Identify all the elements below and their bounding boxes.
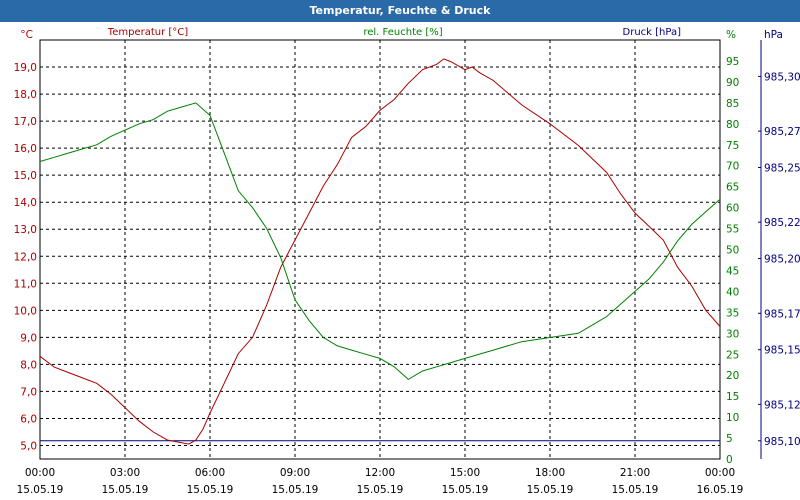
pressure-tick: 985,20 <box>764 254 800 266</box>
x-tick-date: 15.05.19 <box>187 484 234 496</box>
pressure-tick: 985,22 <box>764 217 800 229</box>
temperature-tick: 11,0 <box>14 278 37 290</box>
humidity-tick: 25 <box>726 349 739 361</box>
pressure-tick: 985,27 <box>764 126 800 138</box>
temperature-tick: 14,0 <box>14 197 37 209</box>
humidity-tick: 85 <box>726 98 739 110</box>
humidity-axis-title: rel. Feuchte [%] <box>363 27 442 38</box>
x-tick-date: 16.05.19 <box>697 484 744 496</box>
x-tick-date: 15.05.19 <box>612 484 659 496</box>
chart: 00:00 15.05.19 03:00 15.05.19 06:00 15.05.19 0… <box>14 27 800 496</box>
x-tick-date: 15.05.19 <box>17 484 64 496</box>
temperature-tick: 8,0 <box>20 359 37 371</box>
pressure-tick: 985,30 <box>764 71 800 83</box>
x-tick-date: 15.05.19 <box>527 484 574 496</box>
humidity-tick: 50 <box>726 245 739 257</box>
temperature-tick: 13,0 <box>14 224 37 236</box>
series-line-humidity <box>39 102 721 381</box>
series-group <box>39 58 721 445</box>
humidity-tick: 75 <box>726 140 739 152</box>
x-tick-time: 21:00 <box>620 467 650 479</box>
humidity-tick: 65 <box>726 182 739 194</box>
humidity-tick: 20 <box>726 370 739 382</box>
x-tick-time: 00:00 <box>25 467 55 479</box>
series-line-temperature <box>39 58 721 445</box>
window-title: Temperatur, Feuchte & Druck <box>0 0 800 22</box>
humidity-tick: 45 <box>726 265 739 277</box>
humidity-tick: 35 <box>726 307 739 319</box>
pressure-tick: 985,25 <box>764 163 800 175</box>
pressure-axis-title: Druck [hPa] <box>623 27 682 38</box>
x-tick-time: 03:00 <box>110 467 140 479</box>
x-tick-date: 15.05.19 <box>102 484 149 496</box>
x-tick-time: 15:00 <box>450 467 480 479</box>
humidity-tick: 30 <box>726 328 739 340</box>
temperature-tick: 9,0 <box>20 332 37 344</box>
temperature-tick: 19,0 <box>14 62 37 74</box>
temperature-unit: °C <box>20 29 33 41</box>
humidity-tick: 60 <box>726 203 739 215</box>
x-tick-time: 09:00 <box>280 467 310 479</box>
humidity-tick: 55 <box>726 224 739 236</box>
x-tick-time: 18:00 <box>535 467 565 479</box>
temperature-tick: 6,0 <box>20 413 37 425</box>
axes-group: 00:00 15.05.19 03:00 15.05.19 06:00 15.05.19 0… <box>14 27 800 496</box>
humidity-tick: 15 <box>726 391 739 403</box>
temperature-tick: 7,0 <box>20 386 37 398</box>
grid <box>40 40 720 459</box>
temperature-tick: 10,0 <box>14 305 37 317</box>
humidity-tick: 10 <box>726 412 739 424</box>
humidity-tick: 90 <box>726 77 739 89</box>
pressure-tick: 985,17 <box>764 308 800 320</box>
pressure-tick: 985,10 <box>764 436 800 448</box>
plot-area-group <box>39 39 721 460</box>
temperature-tick: 12,0 <box>14 251 37 263</box>
x-tick-date: 15.05.19 <box>442 484 489 496</box>
temperature-tick: 16,0 <box>14 143 37 155</box>
humidity-tick: 5 <box>726 433 733 445</box>
x-tick-date: 15.05.19 <box>272 484 319 496</box>
humidity-tick: 40 <box>726 286 739 298</box>
pressure-tick: 985,15 <box>764 345 800 357</box>
x-tick-time: 12:00 <box>365 467 395 479</box>
x-tick-time: 06:00 <box>195 467 225 479</box>
pressure-tick: 985,12 <box>764 399 800 411</box>
pressure-unit: hPa <box>764 29 783 41</box>
humidity-tick: 80 <box>726 119 739 131</box>
humidity-tick: 95 <box>726 56 739 68</box>
temperature-tick: 15,0 <box>14 170 37 182</box>
temperature-axis-title: Temperatur [°C] <box>107 27 188 38</box>
temperature-tick: 18,0 <box>14 89 37 101</box>
humidity-tick: 70 <box>726 161 739 173</box>
humidity-tick: 0 <box>726 454 733 466</box>
temperature-tick: 5,0 <box>20 440 37 452</box>
temperature-tick: 17,0 <box>14 116 37 128</box>
humidity-unit: % <box>726 29 736 41</box>
x-tick-time: 00:00 <box>705 467 735 479</box>
x-tick-date: 15.05.19 <box>357 484 404 496</box>
